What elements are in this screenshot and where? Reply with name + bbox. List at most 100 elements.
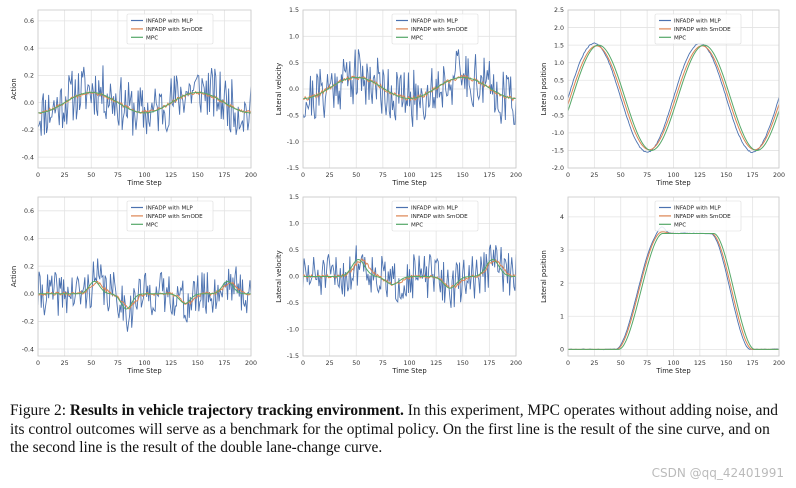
plot-frame <box>37 9 252 169</box>
x-tick-label: 100 <box>138 360 150 367</box>
series-line-mpc <box>38 91 251 114</box>
legend-label: INFADP with SmODE <box>146 214 203 220</box>
x-tick-label: 50 <box>87 172 95 179</box>
legend-label: MPC <box>411 222 423 228</box>
legend-box <box>126 13 214 45</box>
x-tick-label: 25 <box>326 360 334 367</box>
y-tick-label: -1.0 <box>552 130 564 137</box>
x-tick-label: 25 <box>590 360 598 367</box>
x-tick-label: 150 <box>457 360 469 367</box>
x-tick-label: 0 <box>301 360 305 367</box>
y-tick-label: 0.4 <box>24 236 34 243</box>
chart-dlc-action: 0 25 50 75 100 125 150 175 200 -0.4 -0.2 0.0 0.2 0.4 0… <box>10 196 257 375</box>
legend-label: INFADP with SmODE <box>411 214 468 220</box>
legend: INFADP with MLP INFADP with SmODE MPC <box>391 13 479 45</box>
legend: INFADP with MLP INFADP with SmODE MPC <box>654 200 742 232</box>
y-tick-label: -0.5 <box>287 113 299 120</box>
legend-label: INFADP with MLP <box>411 206 458 212</box>
y-tick-label: 0.6 <box>24 208 34 215</box>
x-tick-label: 150 <box>457 172 469 179</box>
series-line-mpc <box>568 232 779 350</box>
legend-label: MPC <box>146 35 158 41</box>
x-tick-label: 100 <box>403 360 415 367</box>
x-tick-label: 150 <box>192 172 204 179</box>
y-axis-label: Action <box>10 266 18 287</box>
x-tick-label: 175 <box>218 360 230 367</box>
y-tick-label: -1.5 <box>287 165 299 172</box>
x-tick-label: 125 <box>165 360 177 367</box>
plot-frame <box>302 196 517 357</box>
x-tick-label: 25 <box>326 172 334 179</box>
y-tick-label: 0.5 <box>289 247 299 254</box>
legend-label: INFADP with SmODE <box>674 214 731 220</box>
x-tick-label: 125 <box>165 172 177 179</box>
caption-bold: Results in vehicle trajectory tracking e… <box>69 402 404 419</box>
chart-sine-lateral-velocity: 0 25 50 75 100 125 150 175 200 -1.5 -1.0 -0.5 0.0 0.5… <box>275 7 522 187</box>
x-tick-label: 150 <box>192 360 204 367</box>
y-tick-label: -1.5 <box>287 353 299 360</box>
legend-label: INFADP with MLP <box>146 19 193 25</box>
y-tick-label: -1.5 <box>552 148 564 155</box>
x-tick-label: 150 <box>720 172 732 179</box>
y-tick-label: -1.0 <box>287 327 299 334</box>
legend-box <box>126 200 214 232</box>
x-tick-label: 100 <box>667 172 679 179</box>
caption-text: In this experiment, MPC operates without… <box>10 402 778 456</box>
legend: INFADP with MLP INFADP with SmODE MPC <box>654 13 742 45</box>
y-tick-label: 0.6 <box>24 18 34 25</box>
x-tick-label: 75 <box>643 172 651 179</box>
x-tick-label: 0 <box>301 172 305 179</box>
plot-frame <box>567 9 780 169</box>
y-tick-label: -0.4 <box>22 154 34 161</box>
x-tick-label: 175 <box>483 172 495 179</box>
y-tick-label: 1.0 <box>554 60 564 67</box>
series-line-infadp-with-smode <box>568 45 779 151</box>
y-tick-label: -1.0 <box>287 139 299 146</box>
y-tick-label: 0.0 <box>289 274 299 281</box>
plot-frame <box>37 196 252 357</box>
x-tick-label: 100 <box>667 360 679 367</box>
caption-label: Figure 2: <box>10 402 67 419</box>
chart-sine-lateral-position: 0 25 50 75 100 125 150 175 200 -2.0 -1.5 -1.0 -0.5 0.… <box>540 7 785 187</box>
legend-label: INFADP with MLP <box>674 19 721 25</box>
y-tick-label: 1.0 <box>289 221 299 228</box>
x-tick-label: 50 <box>352 172 360 179</box>
x-axis-label: Time Step <box>655 179 690 187</box>
series-line-infadp-with-mlp <box>303 244 516 308</box>
chart-sine-action: 0 25 50 75 100 125 150 175 200 -0.4 -0.2 0.0 0.2 0.4 0… <box>10 9 257 187</box>
series-line-infadp-with-smode <box>38 280 251 310</box>
plot-frame <box>302 9 517 169</box>
legend-label: MPC <box>674 222 686 228</box>
x-tick-label: 200 <box>510 172 522 179</box>
series-line-mpc <box>303 259 516 289</box>
y-tick-label: 3 <box>560 247 564 254</box>
legend-label: INFADP with SmODE <box>411 27 468 33</box>
x-tick-label: 175 <box>483 360 495 367</box>
y-axis-label: Lateral velocity <box>275 250 283 302</box>
x-tick-label: 100 <box>403 172 415 179</box>
legend-label: MPC <box>411 35 423 41</box>
watermark-text: CSDN @qq_42401991 <box>651 466 784 480</box>
y-tick-label: -0.2 <box>22 319 34 326</box>
x-tick-label: 75 <box>114 172 122 179</box>
x-tick-label: 175 <box>218 172 230 179</box>
chart-dlc-lateral-position: 0 25 50 75 100 125 150 175 200 0 1 2 3 4 Time Step Late… <box>540 196 785 375</box>
y-tick-label: -0.2 <box>22 127 34 134</box>
y-tick-label: 0.0 <box>554 95 564 102</box>
x-tick-label: 75 <box>114 360 122 367</box>
legend-box <box>391 200 479 232</box>
y-tick-label: 0.4 <box>24 45 34 52</box>
legend-label: INFADP with MLP <box>674 206 721 212</box>
x-tick-label: 75 <box>643 360 651 367</box>
y-tick-label: 0.2 <box>24 263 34 270</box>
series-line-infadp-with-mlp <box>38 258 251 332</box>
y-tick-label: -0.4 <box>22 346 34 353</box>
y-tick-label: 4 <box>560 214 564 221</box>
legend-label: MPC <box>146 222 158 228</box>
y-tick-label: 1.0 <box>289 34 299 41</box>
x-tick-label: 0 <box>36 172 40 179</box>
figure-grid: 0 25 50 75 100 125 150 175 200 -0.4 -0.2 0.0 0.2 0.4 0… <box>10 7 785 375</box>
y-axis-label: Lateral position <box>540 250 548 303</box>
legend: INFADP with MLP INFADP with SmODE MPC <box>126 200 214 232</box>
legend-box <box>391 13 479 45</box>
